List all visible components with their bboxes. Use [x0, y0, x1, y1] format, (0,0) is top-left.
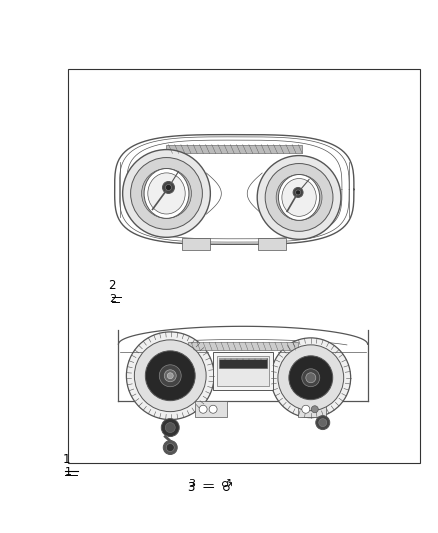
Circle shape: [134, 340, 206, 411]
Circle shape: [199, 405, 207, 413]
Circle shape: [123, 150, 210, 237]
Circle shape: [141, 168, 191, 219]
Circle shape: [311, 406, 318, 413]
Bar: [213, 352, 273, 390]
Text: 1: 1: [65, 467, 72, 478]
Circle shape: [161, 418, 179, 437]
Circle shape: [306, 373, 316, 383]
Bar: [298, 401, 326, 417]
Text: 3  —  ♂: 3 — ♂: [189, 479, 231, 489]
Text: 2: 2: [109, 294, 116, 304]
Circle shape: [159, 365, 181, 387]
Ellipse shape: [279, 174, 320, 220]
Text: 2: 2: [109, 279, 116, 292]
Circle shape: [209, 405, 217, 413]
Circle shape: [167, 373, 173, 379]
Bar: [188, 342, 298, 350]
Circle shape: [319, 418, 327, 426]
Circle shape: [316, 416, 330, 430]
Circle shape: [127, 332, 214, 419]
Bar: [183, 238, 210, 249]
Circle shape: [257, 156, 341, 239]
Circle shape: [302, 369, 320, 387]
Circle shape: [302, 405, 310, 413]
Bar: [219, 358, 267, 368]
Circle shape: [166, 184, 172, 190]
Bar: [68, 69, 420, 463]
Circle shape: [162, 181, 174, 193]
Text: 1: 1: [63, 453, 70, 466]
Circle shape: [271, 338, 351, 418]
Circle shape: [131, 158, 202, 229]
Circle shape: [166, 443, 174, 451]
Circle shape: [164, 370, 176, 382]
Circle shape: [296, 190, 300, 195]
Bar: [195, 401, 227, 417]
Ellipse shape: [148, 173, 185, 214]
Bar: [217, 356, 269, 386]
Ellipse shape: [144, 168, 189, 219]
Text: 3  —  ♂: 3 — ♂: [188, 480, 233, 494]
Circle shape: [145, 351, 195, 401]
Circle shape: [163, 441, 177, 455]
Circle shape: [289, 356, 333, 400]
Circle shape: [276, 174, 322, 220]
Bar: [166, 144, 302, 154]
Circle shape: [293, 188, 303, 197]
Bar: [258, 238, 286, 249]
Circle shape: [165, 423, 175, 433]
Circle shape: [278, 345, 344, 410]
Ellipse shape: [282, 179, 316, 216]
Circle shape: [265, 164, 333, 231]
